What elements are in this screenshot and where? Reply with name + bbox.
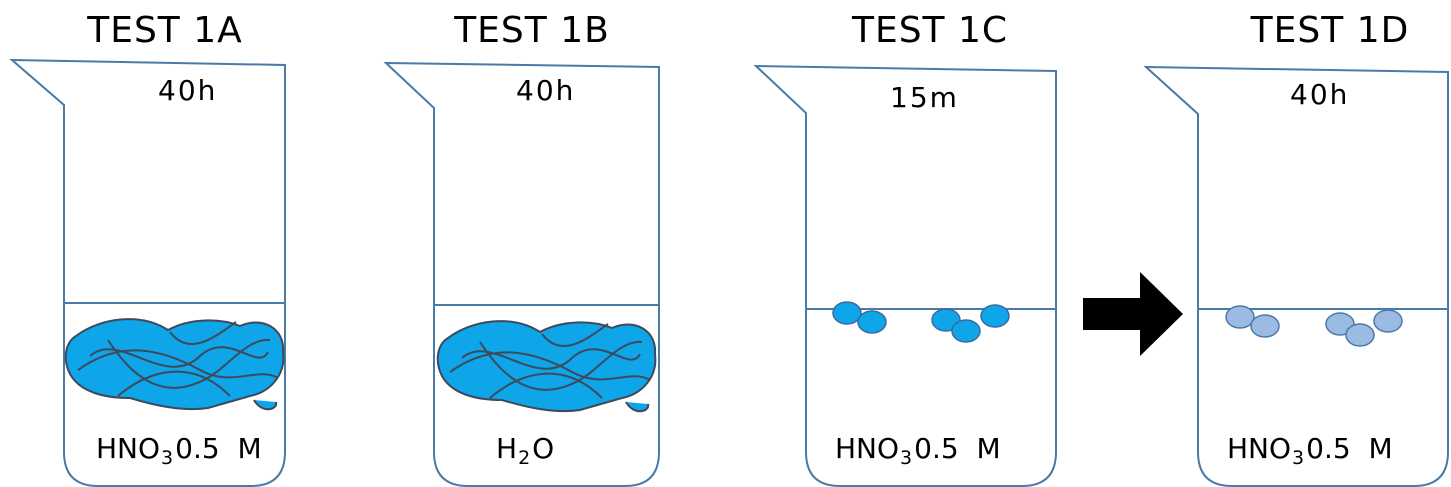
blue-particles — [832, 301, 1010, 343]
solution-subscript: 3 — [1292, 447, 1305, 469]
beaker-panel-1b: TEST 1B 40h H2O — [372, 0, 672, 487]
solution-subscript: 3 — [161, 447, 174, 469]
solution-concentration: 0.5 M — [175, 432, 262, 465]
beaker-panel-1d: TEST 1D 40h HNO30.5 M — [1140, 0, 1451, 487]
duration-label: 15m — [890, 81, 959, 114]
solution-formula: H — [496, 432, 518, 465]
duration-label: 40h — [1290, 78, 1350, 111]
beaker-title: TEST 1D — [1250, 10, 1410, 51]
blue-mass — [64, 318, 285, 411]
beaker-panel-1a: TEST 1A 40h HNO30.5 M — [0, 0, 300, 487]
beaker-outline — [1143, 65, 1449, 487]
solution-label: H2O — [496, 432, 554, 469]
beaker-1b-drawing — [383, 61, 660, 487]
duration-label: 40h — [158, 74, 218, 107]
beaker-1c-drawing — [753, 64, 1057, 487]
solution-label: HNO30.5 M — [1227, 432, 1393, 469]
solution-concentration: 0.5 M — [914, 432, 1001, 465]
beaker-title: TEST 1C — [851, 10, 1009, 51]
pale-blue-particles — [1225, 305, 1403, 347]
beaker-title: TEST 1A — [87, 10, 243, 51]
solution-formula: HNO — [96, 432, 161, 465]
beaker-outline — [383, 61, 660, 487]
solution-formula: HNO — [1227, 432, 1292, 465]
beaker-title: TEST 1B — [454, 10, 610, 51]
duration-label: 40h — [516, 74, 576, 107]
blue-mass — [436, 320, 657, 413]
beaker-panel-1c: TEST 1C 15m HNO30.5 M — [750, 0, 1070, 487]
beaker-1d-drawing — [1143, 65, 1449, 487]
solution-subscript: 3 — [900, 447, 913, 469]
solution-remainder: O — [532, 432, 555, 465]
solution-label: HNO30.5 M — [96, 432, 262, 469]
solution-formula: HNO — [835, 432, 900, 465]
solution-label: HNO30.5 M — [835, 432, 1001, 469]
beaker-outline — [9, 58, 286, 487]
solution-subscript: 2 — [518, 447, 531, 469]
beaker-outline — [753, 64, 1057, 487]
solution-concentration: 0.5 M — [1306, 432, 1393, 465]
beaker-1a-drawing — [9, 58, 286, 487]
